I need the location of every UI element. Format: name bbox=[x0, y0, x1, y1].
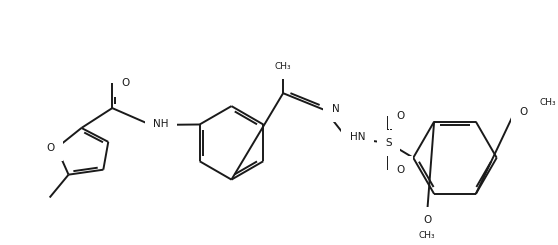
Text: CH₃: CH₃ bbox=[419, 231, 435, 240]
Text: O: O bbox=[121, 78, 129, 88]
Text: HN: HN bbox=[350, 132, 365, 142]
Text: CH₃: CH₃ bbox=[275, 62, 291, 71]
Text: O: O bbox=[519, 107, 528, 117]
Text: N: N bbox=[332, 104, 340, 114]
Text: S: S bbox=[385, 138, 392, 148]
Text: NH: NH bbox=[153, 119, 169, 129]
Text: O: O bbox=[423, 215, 431, 225]
Text: O: O bbox=[396, 111, 405, 121]
Text: O: O bbox=[396, 165, 405, 175]
Text: CH₃: CH₃ bbox=[540, 98, 556, 107]
Text: O: O bbox=[46, 143, 55, 153]
